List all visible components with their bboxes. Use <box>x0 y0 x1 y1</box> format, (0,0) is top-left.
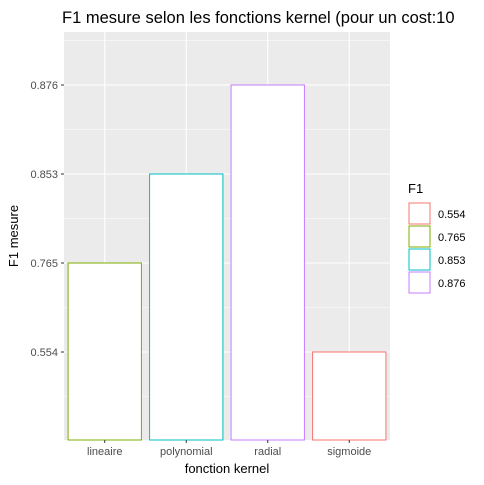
x-tick-label: sigmoide <box>327 446 371 458</box>
x-tick-label: lineaire <box>87 446 122 458</box>
x-axis-title: fonction kernel <box>185 461 270 476</box>
x-tick-label: radial <box>254 446 281 458</box>
legend-key-0.554 <box>408 202 431 225</box>
bar-sigmoide <box>312 351 387 441</box>
chart-title: F1 mesure selon les fonctions kernel (po… <box>62 9 455 27</box>
y-tick-label: 0.554 <box>30 347 58 359</box>
legend-key-0.765 <box>408 225 431 248</box>
legend-title: F1 <box>408 181 423 196</box>
legend-label: 0.765 <box>438 232 466 244</box>
legend: F1 0.554 0.765 0.853 0.876 <box>408 181 466 294</box>
y-tick-label: 0.876 <box>30 80 58 92</box>
legend-label: 0.554 <box>438 209 466 221</box>
bar-radial <box>230 84 305 441</box>
bars <box>67 84 387 441</box>
y-axis-title: F1 mesure <box>6 205 21 267</box>
x-tick-label: polynomial <box>160 446 213 458</box>
y-tick-label: 0.853 <box>30 169 58 181</box>
bar-polynomial <box>149 173 224 441</box>
bar-lineaire <box>67 262 142 441</box>
y-axis: 0.554 0.765 0.853 0.876 <box>30 80 64 359</box>
legend-label: 0.876 <box>438 278 466 290</box>
y-tick-label: 0.765 <box>30 258 58 270</box>
legend-key-0.853 <box>408 248 431 271</box>
legend-key-0.876 <box>408 271 431 294</box>
legend-label: 0.853 <box>438 255 466 267</box>
x-axis: lineaire polynomial radial sigmoide <box>87 440 371 458</box>
